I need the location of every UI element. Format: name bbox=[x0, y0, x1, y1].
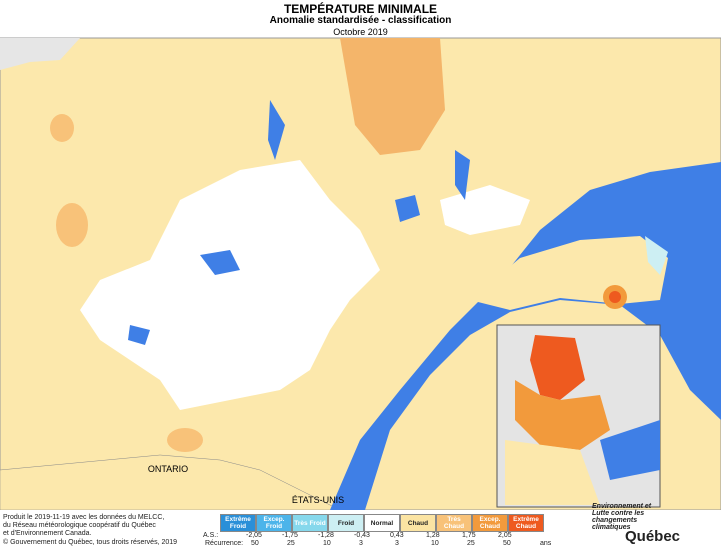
legend-swatch: Normal bbox=[364, 514, 400, 532]
recurrence: 25 bbox=[287, 540, 295, 547]
lake bbox=[455, 150, 470, 200]
legend-swatch: Extrême Froid bbox=[220, 514, 256, 532]
recurrence: 3 bbox=[359, 540, 363, 547]
legend-swatch: Extrême Chaud bbox=[508, 514, 544, 532]
threshold: 1,28 bbox=[426, 532, 440, 539]
ontario-area bbox=[0, 454, 341, 510]
as-label: A.S.: bbox=[203, 532, 219, 539]
normal-area bbox=[440, 185, 530, 235]
threshold: -2,05 bbox=[246, 532, 262, 539]
warm-area bbox=[50, 114, 74, 142]
footer-line: du Réseau météorologique coopératif du Q… bbox=[3, 522, 156, 529]
legend-swatch: Très Froid bbox=[292, 514, 328, 532]
threshold: -1,75 bbox=[282, 532, 298, 539]
legend-swatch: Très Chaud bbox=[436, 514, 472, 532]
warm-area bbox=[56, 203, 88, 247]
period: Octobre 2019 bbox=[333, 27, 388, 37]
recurrence: 50 bbox=[503, 540, 511, 547]
threshold: 1,75 bbox=[462, 532, 476, 539]
footer-line: Produit le 2019-11-19 avec les données d… bbox=[3, 514, 165, 521]
warm-area bbox=[340, 38, 445, 155]
inset-area bbox=[515, 380, 610, 450]
subtitle: Anomalie standardisée - classification bbox=[269, 15, 452, 26]
legend-swatch: Froid bbox=[328, 514, 364, 532]
footer-line: et d'Environnement Canada. bbox=[3, 530, 92, 537]
warm-area bbox=[167, 428, 203, 452]
legend-swatch: Chaud bbox=[400, 514, 436, 532]
threshold: -1,28 bbox=[318, 532, 334, 539]
title: TEMPÉRATURE MINIMALE bbox=[283, 2, 438, 16]
recurrence: 50 bbox=[251, 540, 259, 547]
lake bbox=[128, 325, 150, 345]
legend-swatch: Excep. Froid bbox=[256, 514, 292, 532]
lake bbox=[268, 100, 285, 160]
recurrence: 10 bbox=[431, 540, 439, 547]
region-label: ÉTATS-UNIS bbox=[292, 495, 344, 505]
recurrence: 3 bbox=[395, 540, 399, 547]
copyright: © Gouvernement du Québec, tous droits ré… bbox=[3, 539, 178, 546]
recurrence-unit: ans bbox=[540, 540, 552, 547]
cool-area bbox=[645, 236, 668, 275]
lake bbox=[200, 250, 240, 275]
map: ONTARIO ÉTATS-UNIS bbox=[0, 37, 721, 510]
threshold: 2,05 bbox=[498, 532, 512, 539]
threshold: -0,43 bbox=[354, 532, 370, 539]
logo-department: Environnement et Lutte contre les change… bbox=[592, 503, 652, 531]
lake bbox=[395, 195, 420, 222]
outside-area bbox=[0, 38, 80, 70]
inset-area bbox=[530, 335, 585, 400]
logo-name: Québec bbox=[625, 528, 681, 545]
recurrence-label: Récurrence: bbox=[205, 540, 244, 547]
normal-area bbox=[80, 160, 380, 410]
inset-area bbox=[505, 440, 600, 505]
region-label: ONTARIO bbox=[148, 464, 188, 474]
inset-water bbox=[600, 420, 660, 480]
recurrence: 25 bbox=[467, 540, 475, 547]
legend-swatch: Excep. Chaud bbox=[472, 514, 508, 532]
threshold: 0,43 bbox=[390, 532, 404, 539]
hot-area bbox=[609, 291, 621, 303]
recurrence: 10 bbox=[323, 540, 331, 547]
